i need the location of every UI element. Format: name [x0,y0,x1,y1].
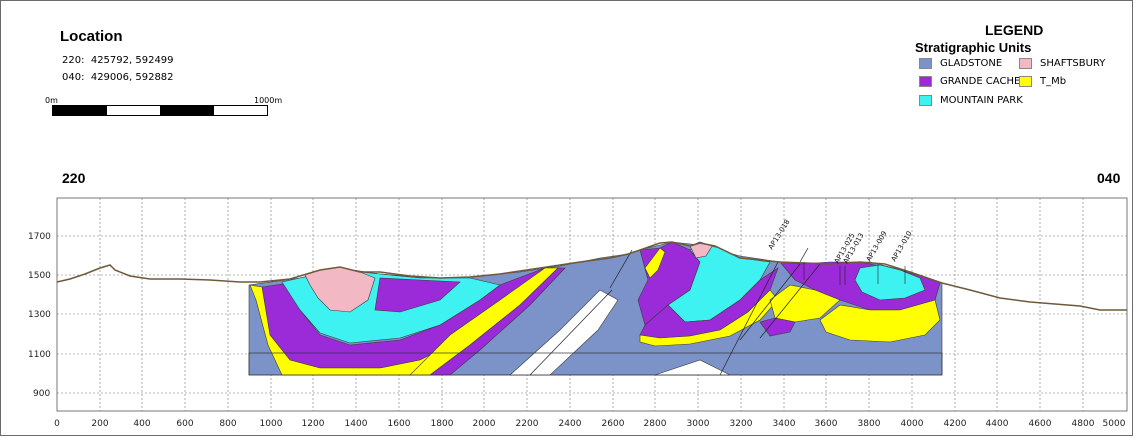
x-axis-labels: 0 200 400 600 800 1000 1200 1400 1600 18… [54,419,1126,429]
y-tick-label: 1700 [28,232,51,242]
well-label-ap13-010: AP13-010 [890,230,914,263]
x-tick-label: 4000 [901,419,924,429]
unit-t-mb [819,299,941,343]
scale-segment [160,106,214,115]
legend-subtitle: Stratigraphic Units [915,40,1032,55]
x-tick-label: 3200 [730,419,753,429]
y-axis-labels: 1700 1500 1300 1100 900 [28,232,51,399]
section-end-label: 040 [1097,170,1121,186]
well-label-ap13-009: AP13-009 [865,230,889,263]
stratigraphic-units [248,241,943,376]
scale-segment [53,106,107,115]
plot-border [56,197,1128,412]
legend-label: SHAFTSBURY [1040,58,1106,69]
x-tick-label: 3000 [687,419,710,429]
legend-item-shaftsbury: SHAFTSBURY [1019,58,1105,69]
well-label-ap13-018: AP13-018 [767,218,792,251]
x-tick-label: 2000 [473,419,496,429]
x-tick-label: 600 [176,419,193,429]
legend-label: T_Mb [1040,76,1067,87]
y-tick-label: 1500 [28,271,51,281]
legend-item-grande-cache: GRANDE CACHE [919,76,1020,87]
vertical-gridlines [99,198,1084,411]
legend-item-gladstone: GLADSTONE [919,58,1002,69]
x-tick-label: 1800 [431,419,454,429]
unit-grande-cache [429,267,566,376]
scale-start-label: 0m [45,96,58,105]
legend-label: GRANDE CACHE [940,76,1021,87]
x-tick-label: 1400 [345,419,368,429]
scale-bar [52,105,268,116]
y-tick-label: 1100 [28,350,51,360]
x-tick-label: 4400 [986,419,1009,429]
x-tick-label: 2200 [516,419,539,429]
well-labels: AP13-018 AP13-025 AP13-013 AP13-009 AP13… [767,218,914,265]
topographic-profile [56,241,1127,311]
section-base-outline [248,352,943,376]
legend-swatch [919,76,932,87]
scale-end-label: 1000m [254,96,283,105]
x-tick-label: 3800 [858,419,881,429]
y-tick-label: 1300 [28,310,51,320]
well-traces [803,262,906,285]
unit-t-mb [644,247,666,279]
x-tick-label: 4800 [1072,419,1095,429]
section-start-label: 220 [62,170,86,186]
fault-lines [529,247,821,376]
location-id: 220: [62,55,85,66]
legend-item-mountain-park: MOUNTAIN PARK [919,95,1023,106]
x-tick-label: 1200 [302,419,325,429]
legend-swatch [919,58,932,69]
unit-mountain-park [854,264,926,301]
location-title: Location [60,28,123,45]
x-tick-label: 800 [219,419,236,429]
location-coords: 425792, 592499 [90,55,174,66]
legend-item-t-mb: T_Mb [1019,76,1066,87]
unit-grande-cache [374,277,461,313]
scale-segment [106,106,160,115]
unit-shaftsbury [689,241,713,259]
x-tick-label: 2800 [644,419,667,429]
location-coords: 429006, 592882 [90,72,174,83]
location-id: 040: [62,72,85,83]
unit-grande-cache [759,317,796,337]
legend-title: LEGEND [985,22,1044,38]
legend-swatch [1019,76,1032,87]
x-tick-label: 1600 [388,419,411,429]
x-tick-label: 1000 [260,419,283,429]
legend-swatch [919,95,932,106]
x-tick-label: 2400 [559,419,582,429]
scale-segment [213,106,267,115]
x-tick-label: 4600 [1029,419,1052,429]
x-tick-label: 3400 [773,419,796,429]
x-tick-label: 400 [133,419,150,429]
y-tick-label: 900 [33,389,50,399]
x-tick-label: 5000 [1103,419,1126,429]
x-tick-label: 200 [91,419,108,429]
legend-label: MOUNTAIN PARK [940,95,1023,106]
location-row-220: 220: 425792, 592499 [62,55,174,66]
location-row-040: 040: 429006, 592882 [62,72,174,83]
x-tick-label: 2600 [602,419,625,429]
x-tick-label: 0 [54,419,60,429]
legend-label: GLADSTONE [940,58,1003,69]
x-tick-label: 4200 [944,419,967,429]
x-tick-label: 3600 [815,419,838,429]
legend-swatch [1019,58,1032,69]
